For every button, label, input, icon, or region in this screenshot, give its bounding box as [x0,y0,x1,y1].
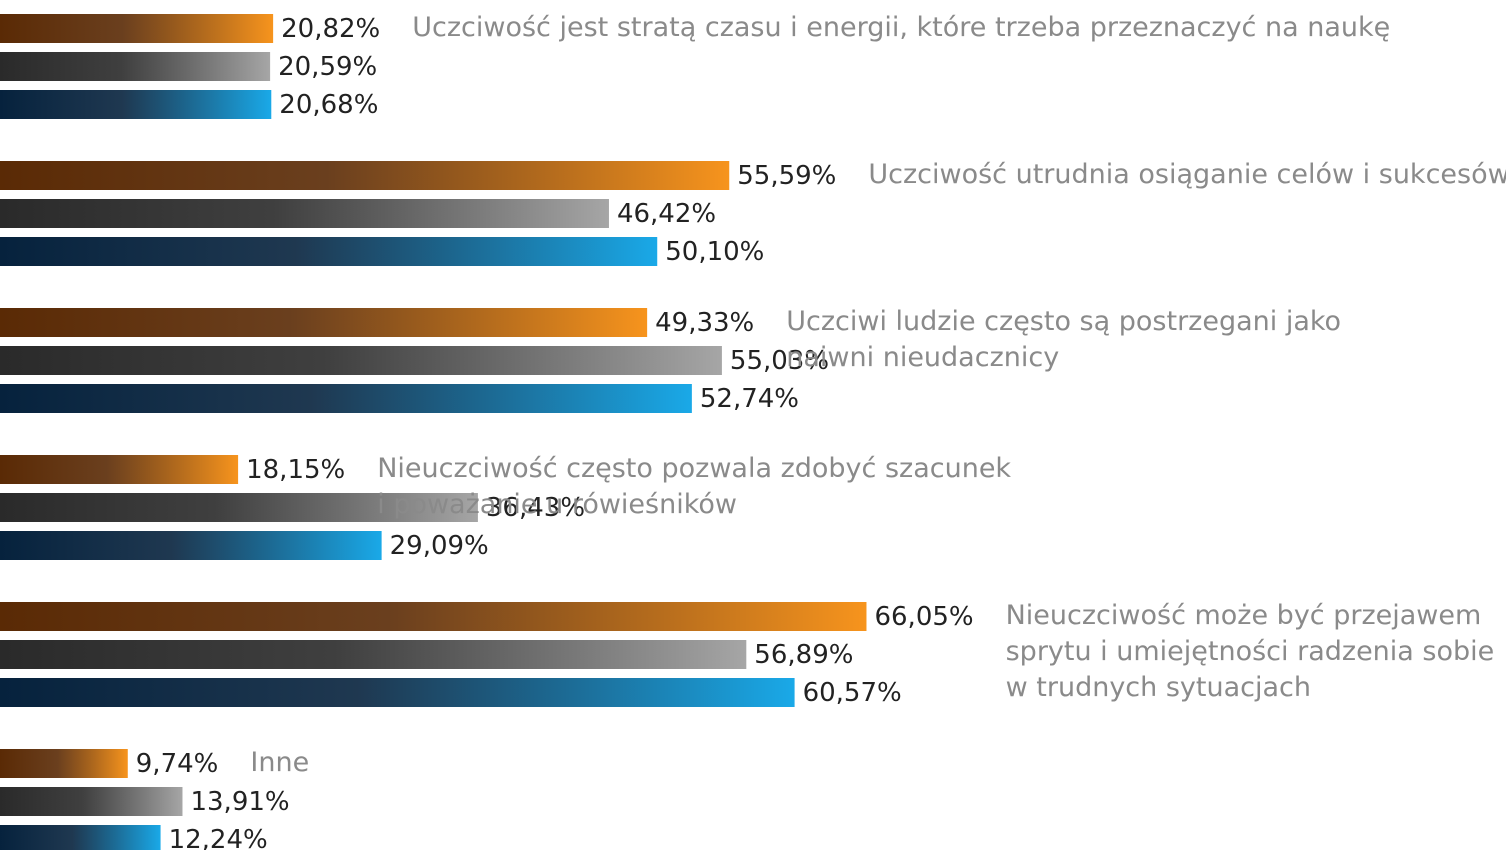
category-label: Nieuczciwość może być przejawem [1006,600,1482,631]
bar [0,237,658,266]
bar [0,678,795,707]
category-label: Nieuczciwość często pozwala zdobyć szacu… [377,453,1011,484]
value-label: 20,68% [279,90,378,120]
value-label: 49,33% [655,308,754,338]
category-label: naiwni nieudacznicy [786,342,1059,373]
value-label: 20,82% [281,14,380,44]
value-label: 55,03% [730,346,829,376]
bar [0,384,692,413]
value-label: 56,89% [754,640,853,670]
category-label: w trudnych sytuacjach [1006,672,1311,703]
bar [0,14,274,43]
bar [0,531,382,560]
value-label: 66,05% [874,602,973,632]
bar [0,602,867,631]
value-label: 29,09% [390,531,489,561]
value-label: 55,59% [737,161,836,191]
value-label: 46,42% [617,199,716,229]
value-label: 52,74% [700,384,799,414]
bar [0,825,161,850]
bar [0,787,183,816]
category-label: Uczciwość utrudnia osiąganie celów i suk… [868,159,1506,190]
value-label: 36,43% [486,493,585,523]
value-label: 20,59% [278,52,377,82]
bar [0,308,648,337]
value-label: 9,74% [136,749,219,779]
category-label: Uczciwość jest stratą czasu i energii, k… [412,12,1390,43]
bar [0,52,271,81]
bar [0,346,722,375]
bar [0,161,730,190]
category-label: sprytu i umiejętności radzenia sobie [1006,636,1495,667]
value-label: 60,57% [803,678,902,708]
value-label: 18,15% [246,455,345,485]
category-label: Uczciwi ludzie często są postrzegani jak… [786,306,1341,337]
bar [0,640,747,669]
category-label: Inne [250,747,309,778]
bar [0,749,128,778]
bar [0,90,272,119]
category-label: i poważanie u rówieśników [377,489,737,520]
value-label: 13,91% [190,787,289,817]
bar [0,493,478,522]
value-label: 12,24% [169,825,268,850]
value-label: 50,10% [665,237,764,267]
bar [0,199,609,228]
bar [0,455,239,484]
